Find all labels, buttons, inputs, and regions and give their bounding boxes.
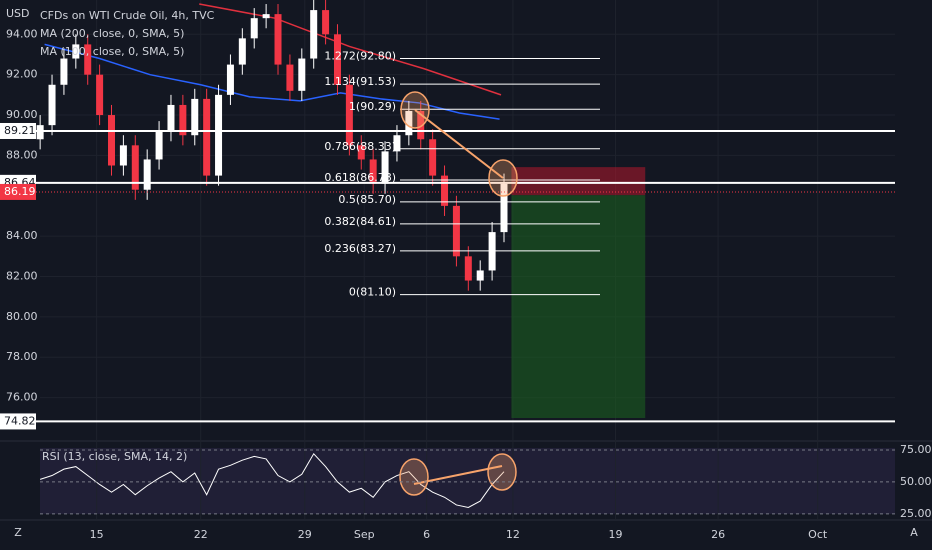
- candle-body: [393, 135, 401, 152]
- target-zone: [511, 195, 646, 418]
- candle-body: [345, 84, 353, 146]
- candle-body: [191, 98, 199, 136]
- candle-body: [274, 14, 282, 65]
- fib-label: 0.5(85.70): [338, 193, 396, 206]
- x-tick-label: Oct: [808, 528, 828, 541]
- y-tick-label: 92.00: [6, 68, 38, 81]
- y-tick-label: 80.00: [6, 310, 38, 323]
- fib-label: 1.134(91.53): [324, 75, 396, 88]
- candle-body: [96, 74, 104, 116]
- price-label: 89.21: [4, 124, 36, 137]
- price-label-box: [0, 122, 36, 139]
- trend-annotation: [413, 465, 503, 485]
- x-tick-label: 12: [506, 528, 520, 541]
- rsi-line: [39, 452, 505, 509]
- fib-label: 0.618(86.78): [324, 171, 396, 184]
- moving-average: [199, 3, 502, 96]
- price-label-box: [0, 413, 36, 430]
- chart-title: CFDs on WTI Crude Oil, 4h, TVC: [40, 9, 215, 22]
- y-tick-label: 78.00: [6, 350, 38, 363]
- rsi-title: RSI (13, close, SMA, 14, 2): [42, 450, 187, 463]
- candle-body: [167, 104, 175, 132]
- candle-body: [72, 44, 80, 59]
- candle-body: [286, 64, 294, 91]
- candle-body: [322, 10, 330, 35]
- x-tick-label: 6: [423, 528, 430, 541]
- candle-body: [310, 10, 318, 59]
- last-price-box: [0, 183, 36, 200]
- candle-body: [119, 145, 127, 166]
- fib-label: 1.272(92.80): [324, 50, 396, 63]
- x-tick-label: Sep: [354, 528, 375, 541]
- candle-body: [429, 139, 437, 176]
- candle-body: [369, 159, 377, 184]
- moving-average: [44, 43, 500, 120]
- candle-body: [333, 34, 341, 85]
- rsi-tick-label: 75.00: [900, 443, 932, 456]
- rsi-tick-label: 25.00: [900, 507, 932, 520]
- candle-body: [381, 151, 389, 184]
- highlight-circle: [487, 453, 517, 491]
- candle-body: [36, 125, 44, 140]
- candle-body: [238, 38, 246, 65]
- y-tick-label: 76.00: [6, 391, 38, 404]
- candle-body: [476, 270, 484, 281]
- candle-body: [143, 159, 151, 190]
- y-tick-label: 90.00: [6, 108, 38, 121]
- fib-label: 1(90.29): [349, 100, 396, 113]
- candle-body: [250, 18, 258, 39]
- candle-body: [405, 111, 413, 136]
- candle-body: [226, 64, 234, 95]
- highlight-circle: [488, 159, 518, 197]
- fib-label: 0.382(84.61): [324, 215, 396, 228]
- candle-body: [417, 111, 425, 140]
- y-axis-label: USD: [6, 7, 30, 20]
- y-tick-label: 94.00: [6, 27, 38, 40]
- x-tick-label: 22: [194, 528, 208, 541]
- candle-body: [131, 145, 139, 190]
- candle-body: [262, 14, 270, 19]
- candle-body: [108, 115, 116, 166]
- candle-body: [464, 256, 472, 281]
- fib-label: 0.786(88.33): [324, 140, 396, 153]
- x-tick-label: 15: [90, 528, 104, 541]
- x-tick-label: 29: [298, 528, 312, 541]
- y-tick-label: 88.00: [6, 148, 38, 161]
- candle-body: [441, 175, 449, 206]
- fib-label: 0(81.10): [349, 286, 396, 299]
- candle-body: [60, 58, 68, 85]
- candle-body: [179, 104, 187, 136]
- candle-body: [84, 44, 92, 75]
- candle-body: [452, 205, 460, 257]
- highlight-circle: [399, 458, 429, 496]
- y-tick-label: 82.00: [6, 270, 38, 283]
- fib-label: 0.236(83.27): [324, 242, 396, 255]
- candle-body: [500, 183, 508, 233]
- zoom-icon[interactable]: Z: [14, 526, 22, 539]
- y-tick-label: 84.00: [6, 229, 38, 242]
- candle-body: [48, 84, 56, 126]
- x-tick-label: 19: [608, 528, 622, 541]
- x-tick-label: 26: [711, 528, 725, 541]
- last-price-label: 86.19: [4, 185, 36, 198]
- highlight-circle: [400, 91, 430, 129]
- trend-annotation: [414, 109, 504, 179]
- auto-scale-icon[interactable]: A: [910, 526, 918, 539]
- candle-body: [357, 145, 365, 160]
- rsi-tick-label: 50.00: [900, 475, 932, 488]
- legend-entry: MA (100, close, 0, SMA, 5): [40, 45, 184, 58]
- legend-entry: MA (200, close, 0, SMA, 5): [40, 27, 184, 40]
- price-label: 74.82: [4, 414, 36, 427]
- candle-body: [155, 131, 163, 160]
- candle-body: [298, 58, 306, 91]
- candle-body: [215, 94, 223, 176]
- candle-body: [203, 98, 211, 176]
- stop-zone: [511, 167, 646, 196]
